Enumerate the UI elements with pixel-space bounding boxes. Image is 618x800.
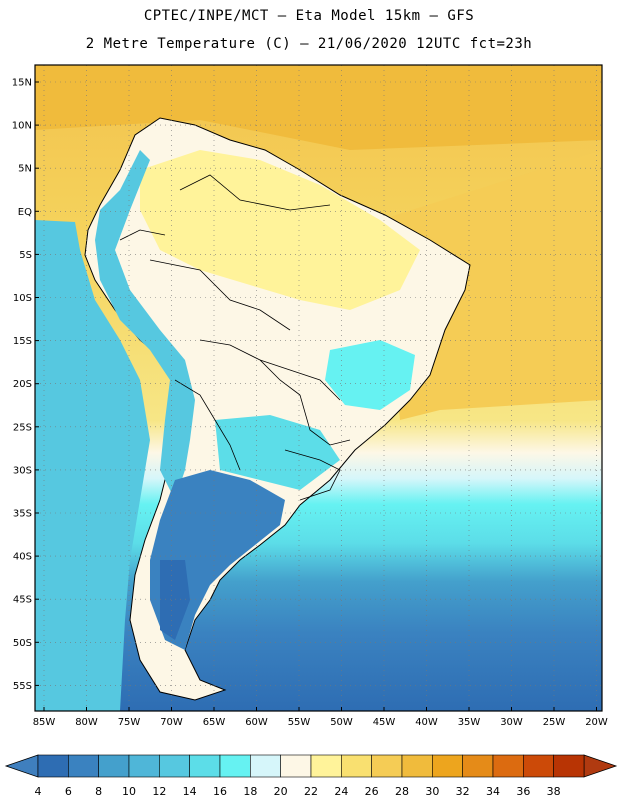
colorbar-tick-label: 14 — [183, 785, 197, 798]
colorbar-tick-label: 28 — [395, 785, 409, 798]
lon-label: 55W — [288, 717, 311, 728]
lon-label: 80W — [75, 717, 98, 728]
lon-label: 35W — [458, 717, 481, 728]
pacific-cool-band — [35, 220, 150, 711]
colorbar-tick-label: 32 — [456, 785, 470, 798]
warm-interior-north — [140, 150, 420, 310]
colorbar-swatch — [492, 754, 524, 778]
lon-label: 50W — [330, 717, 353, 728]
lat-label: 5S — [19, 250, 32, 261]
lon-label: 75W — [118, 717, 141, 728]
longitude-labels: 85W 80W 75W 70W 65W 60W 55W 50W 45W 40W 35W 30W 25W 2… — [33, 707, 608, 728]
brazil-highlands-cool — [325, 340, 415, 410]
colorbar-low-arrow — [4, 754, 39, 778]
colorbar-tick-label: 12 — [152, 785, 166, 798]
colorbar-tick-label: 34 — [486, 785, 500, 798]
colorbar-tick-label: 36 — [516, 785, 530, 798]
map-field — [35, 65, 602, 711]
lon-label: 45W — [373, 717, 396, 728]
lat-label: 5N — [18, 164, 32, 175]
lon-label: 30W — [500, 717, 523, 728]
colorbar: 4 6 8 10 12 14 16 18 20 22 24 26 28 30 32 34 36 38 — [4, 754, 618, 798]
lat-label: 40S — [13, 552, 32, 563]
colorbar-tick-label: 24 — [334, 785, 348, 798]
colorbar-tick-label: 16 — [213, 785, 227, 798]
lat-label: 35S — [13, 509, 32, 520]
colorbar-swatch — [462, 754, 494, 778]
colorbar-tick-label: 26 — [365, 785, 379, 798]
lat-label: 45S — [13, 595, 32, 606]
colorbar-swatch — [159, 754, 190, 778]
patagonia-coldest — [160, 560, 190, 640]
colorbar-swatch — [310, 754, 342, 778]
lat-label: 25S — [13, 422, 32, 433]
colorbar-swatch — [37, 754, 69, 778]
map-title-line-2: 2 Metre Temperature (C) – 21/06/2020 12U… — [85, 36, 533, 52]
country-borders — [119, 174, 351, 501]
lon-label: 65W — [203, 717, 226, 728]
colorbar-tick-label: 20 — [274, 785, 288, 798]
lat-label: 30S — [13, 465, 32, 476]
lat-label: 15N — [12, 78, 32, 89]
colorbar-swatch — [432, 754, 463, 778]
lon-label: 25W — [543, 717, 566, 728]
latitude-labels: 15N 10N 5N EQ 5S 10S 15S 20S 25S 30S 35S 40S 45S 50S 5… — [12, 78, 39, 692]
lat-label: 50S — [13, 638, 32, 649]
lon-label: 40W — [415, 717, 438, 728]
colorbar-swatch — [68, 754, 99, 778]
lon-label: 60W — [245, 717, 268, 728]
lon-label: 85W — [33, 717, 56, 728]
colorbar-tick-label: 6 — [65, 785, 72, 798]
colorbar-swatch — [250, 754, 281, 778]
colorbar-swatch — [98, 754, 130, 778]
map-title-line-1: CPTEC/INPE/MCT – Eta Model 15km – GFS — [143, 8, 475, 24]
lat-label: 55S — [13, 681, 32, 692]
colorbar-swatch — [219, 754, 251, 778]
colorbar-high-arrow — [583, 754, 618, 778]
colorbar-swatch — [553, 754, 585, 778]
colorbar-tick-label: 22 — [304, 785, 318, 798]
colorbar-tick-label: 8 — [95, 785, 102, 798]
lat-label: 20S — [13, 379, 32, 390]
southern-plains-cool — [215, 415, 340, 490]
colorbar-swatch — [341, 754, 372, 778]
colorbar-swatch — [128, 754, 160, 778]
lat-label: 15S — [13, 336, 32, 347]
andes-cold-strip — [95, 150, 195, 500]
colorbar-swatch — [371, 754, 403, 778]
colorbar-tick-label: 4 — [35, 785, 42, 798]
colorbar-swatch — [523, 754, 554, 778]
colorbar-swatch — [189, 754, 221, 778]
colorbar-swatch — [401, 754, 433, 778]
lat-label: 10N — [12, 121, 32, 132]
colorbar-tick-label: 10 — [122, 785, 136, 798]
caribbean-warm-band — [35, 65, 602, 150]
colorbar-swatch — [280, 754, 312, 778]
colorbar-tick-label: 30 — [425, 785, 439, 798]
lon-label: 70W — [160, 717, 183, 728]
map-frame — [34, 64, 603, 712]
lon-label: 20W — [585, 717, 608, 728]
colorbar-tick-label: 38 — [547, 785, 561, 798]
colorbar-tick-label: 18 — [243, 785, 257, 798]
lat-label: 10S — [13, 293, 32, 304]
lat-label: EQ — [18, 207, 32, 218]
